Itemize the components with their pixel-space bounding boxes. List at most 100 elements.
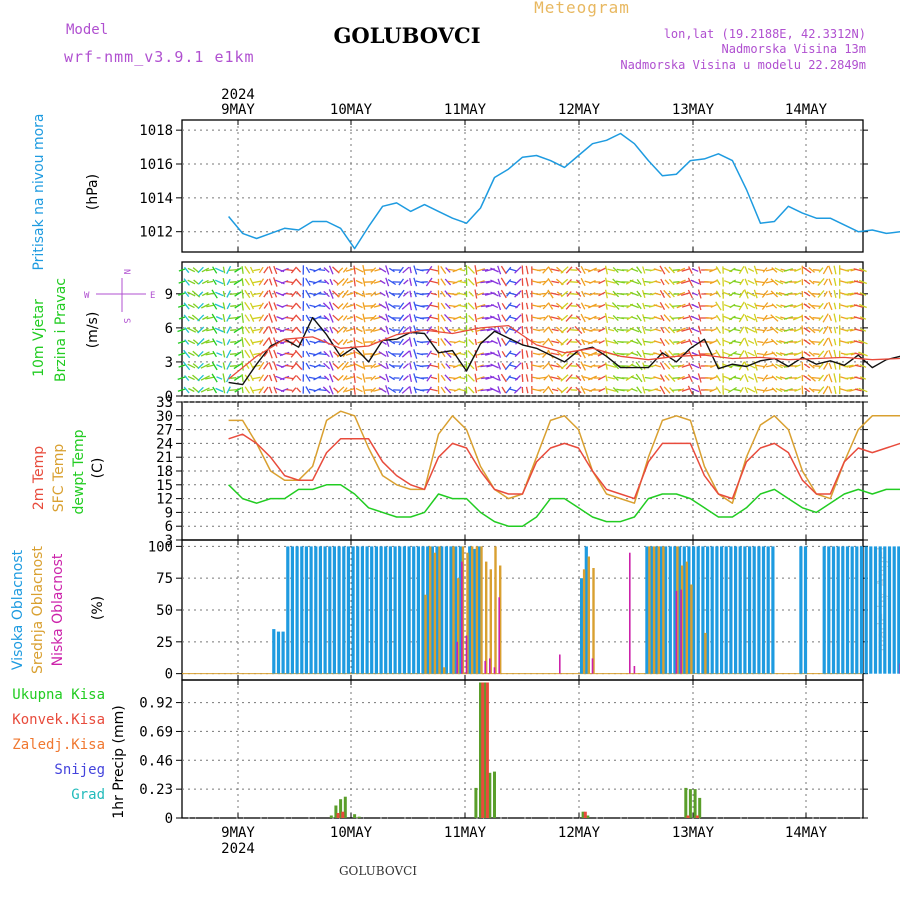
wind-arrow: [380, 280, 385, 283]
wind-arrow: [834, 339, 835, 345]
wind-arrow: [230, 354, 237, 355]
wind-arrow: [185, 376, 189, 381]
cloud-bar: [445, 546, 448, 673]
cloud-bar: [494, 546, 496, 673]
wind-arrow: [509, 269, 517, 271]
wind-arrow: [199, 292, 203, 296]
wind-arrow: [386, 326, 389, 334]
wind-arrow: [606, 338, 608, 347]
wind-arrow: [813, 270, 820, 271]
wind-arrow: [292, 388, 296, 393]
wind-arrow: [306, 387, 310, 394]
wind-arrow: [223, 387, 224, 393]
wind-arrow: [691, 328, 699, 332]
wind-arrow: [274, 266, 277, 274]
wind-arrow: [441, 315, 445, 321]
model-label: Model: [66, 22, 108, 38]
wind-arrow: [834, 363, 836, 370]
wind-arrow: [346, 377, 354, 380]
y-tick-label: 27: [156, 423, 173, 439]
wind-arrow: [286, 330, 293, 331]
wind-arrow: [429, 365, 438, 367]
wind-arrow: [510, 365, 517, 367]
wind-arrow: [253, 365, 260, 366]
wind-arrow: [664, 363, 669, 369]
wind-arrow: [716, 387, 720, 394]
wind-arrow: [537, 294, 546, 295]
wind-arrow: [430, 389, 438, 391]
wind-arrow: [242, 350, 243, 358]
wind-arrow: [527, 387, 528, 393]
wind-arrow: [823, 266, 828, 274]
temp-ylabel-name-2: SFC Temp: [51, 444, 67, 513]
wind-arrow: [606, 326, 608, 333]
wind-arrow: [356, 304, 363, 307]
cloud-bar: [282, 632, 285, 674]
wind-arrow: [813, 390, 821, 391]
wind-arrow: [475, 290, 477, 299]
wind-arrow: [459, 317, 465, 318]
wind-arrow: [329, 314, 333, 323]
sfc-temp-line: [229, 411, 900, 503]
wind-arrow: [188, 352, 194, 355]
wind-arrow: [274, 374, 277, 382]
wind-arrow: [414, 302, 417, 311]
wind-arrow: [537, 318, 545, 319]
wind-arrow: [538, 330, 544, 331]
temp-ylabel-name-3: dewpt Temp: [71, 429, 87, 514]
dewpt-line: [229, 485, 900, 526]
wind-arrow: [766, 293, 773, 295]
wind-arrow: [527, 363, 528, 369]
top-day-label: 11MAY: [444, 102, 487, 118]
wind-arrow: [410, 351, 412, 358]
wind-arrow: [410, 337, 412, 346]
wind-arrow: [734, 329, 740, 330]
cloud-bar: [883, 546, 886, 673]
wind-arrow: [526, 315, 528, 322]
wind-arrow: [223, 363, 224, 370]
wind-arrow: [420, 294, 429, 295]
cloud-bar: [398, 546, 401, 673]
wind-arrow: [295, 350, 302, 357]
wind-arrow: [286, 390, 292, 391]
wind-arrow: [230, 342, 236, 343]
wind-arrow: [227, 303, 230, 309]
wind-arrow: [306, 339, 310, 345]
wind-arrow: [296, 327, 301, 333]
cloud-bar: [865, 546, 868, 673]
wind-arrow: [216, 365, 222, 368]
wind-arrow: [468, 267, 475, 274]
wind-arrow: [338, 304, 343, 309]
wind-arrow: [297, 304, 301, 309]
wind-arrow: [756, 269, 764, 270]
wind-arrow: [537, 282, 546, 283]
wind-arrow: [230, 366, 237, 367]
wind-arrow: [274, 327, 276, 333]
wind-arrow: [414, 362, 417, 370]
wind-arrow: [747, 328, 756, 332]
wind-arrow: [754, 374, 757, 383]
wind-arrow: [766, 365, 773, 367]
compass-w-label: W: [84, 291, 90, 301]
wind-arrow: [548, 327, 552, 334]
wind-arrow: [502, 315, 506, 322]
cloud-bar: [662, 546, 664, 673]
wind-arrow: [606, 302, 608, 309]
wind-arrow: [819, 328, 823, 333]
cloud-bar: [389, 546, 392, 673]
cloud-bar: [592, 568, 594, 674]
y-tick-label: 30: [156, 409, 173, 425]
wind-arrow: [356, 316, 363, 319]
cloud-bar: [725, 546, 728, 673]
pressure-frame: [182, 120, 863, 252]
wind-arrow: [386, 385, 389, 394]
y-tick-label: 1012: [139, 225, 173, 241]
cloud-bar: [489, 658, 491, 673]
wind-arrow: [354, 326, 355, 334]
wind-arrow: [813, 366, 820, 367]
wind-arrow: [296, 279, 302, 285]
wind-arrow: [297, 268, 301, 272]
wind-arrow: [318, 282, 326, 283]
wind-arrow: [184, 387, 189, 393]
